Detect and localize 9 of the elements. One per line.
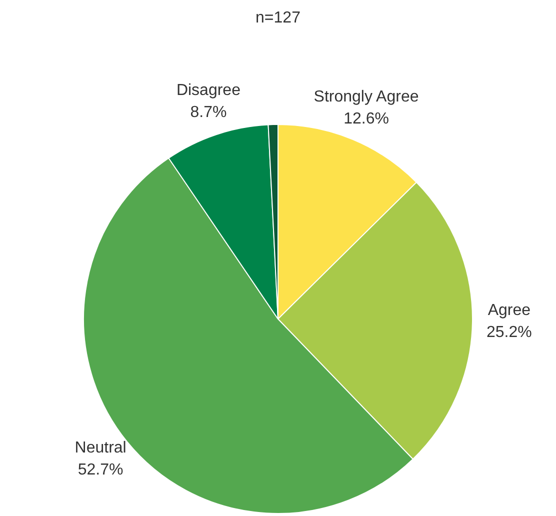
slice-label: Disagree	[176, 82, 241, 99]
slice-label: Agree	[488, 302, 531, 320]
data-label: 8.7%	[190, 104, 227, 121]
data-label: 12.6%	[344, 110, 389, 128]
slice-label: Neutral	[74, 440, 126, 457]
chart-title: n=127	[256, 9, 301, 26]
data-label: 52.7%	[78, 462, 124, 479]
slice-label: Strongly Agree	[314, 88, 419, 106]
data-label: 25.2%	[486, 324, 532, 342]
